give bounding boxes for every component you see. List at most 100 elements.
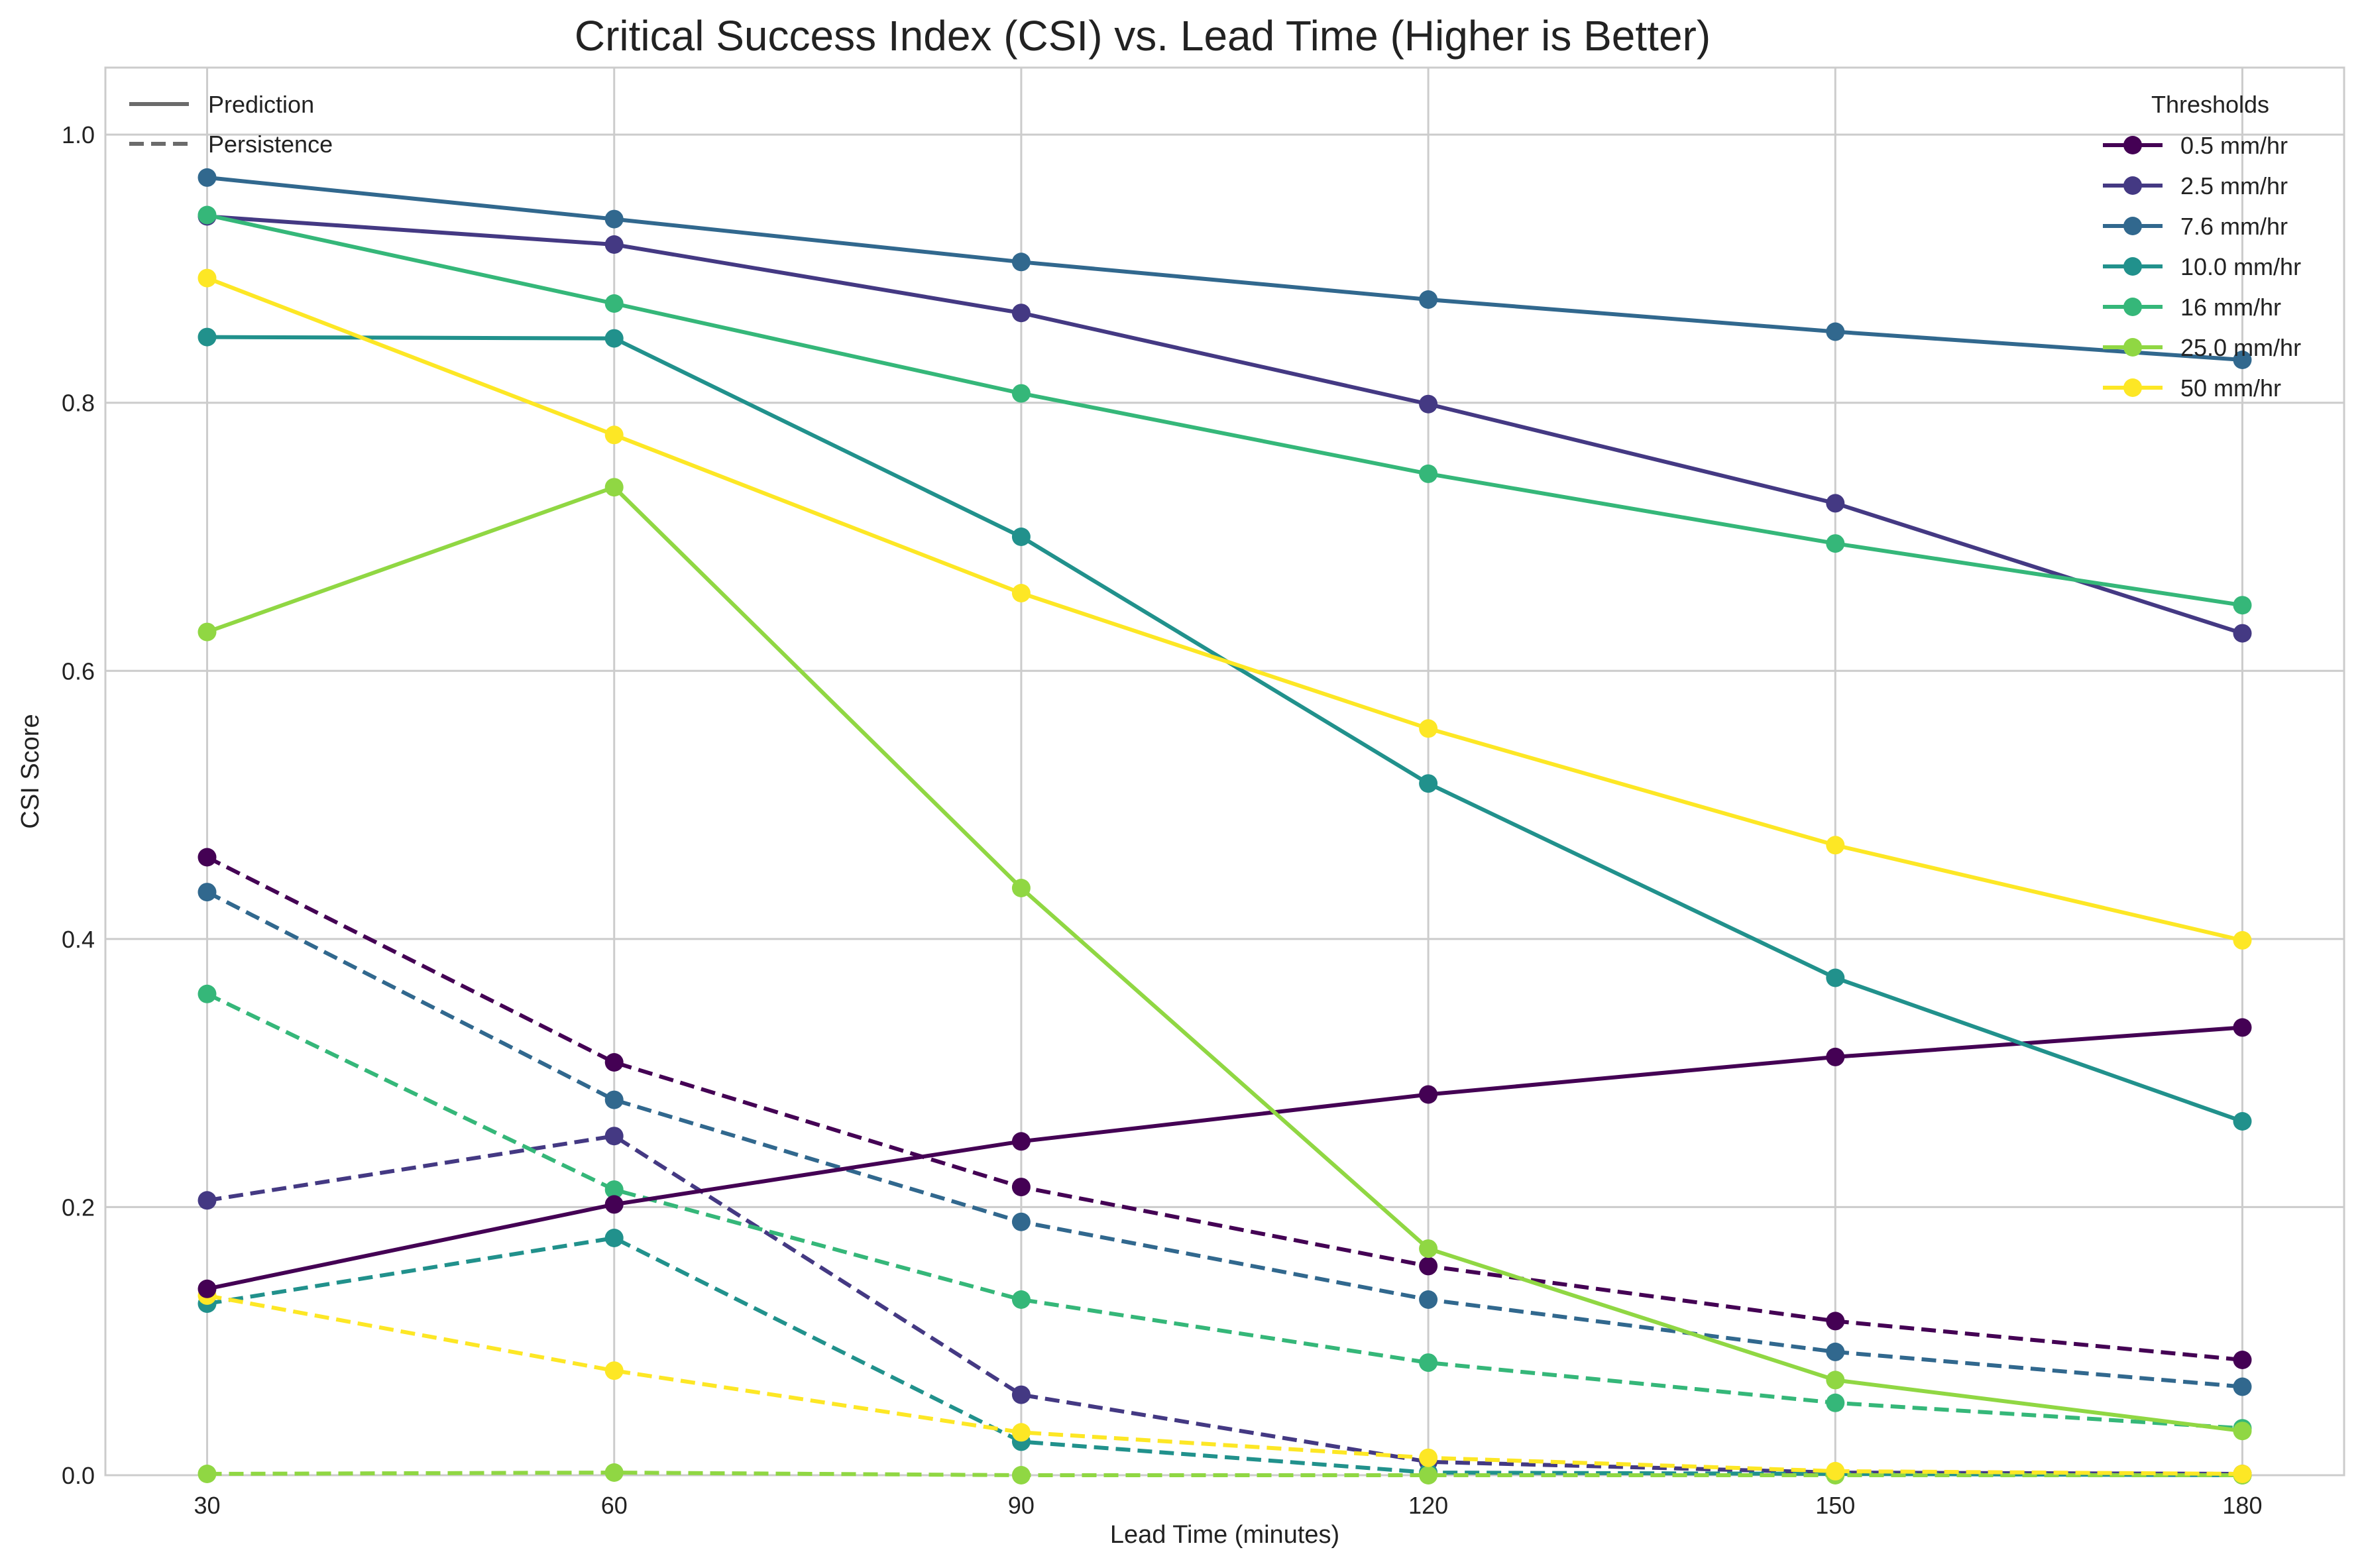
prediction-point [1011,1132,1031,1151]
prediction-line [207,335,2243,1123]
threshold-legend-label: 10.0 mm/hr [2180,253,2301,280]
persistence-line [206,1293,2243,1476]
persistence-point [2233,1465,2252,1483]
prediction-point [1826,494,1845,513]
persistence-point [1826,1342,1845,1361]
prediction-point [1419,394,1438,414]
prediction-point [1011,304,1031,323]
prediction-point [1826,836,1845,855]
persistence-point [604,1053,624,1072]
prediction-line [206,213,2243,608]
persistence-point [604,1127,624,1146]
persistence-point [1419,1257,1438,1276]
prediction-point [604,478,624,497]
threshold-legend-marker [2123,136,2142,154]
persistence-point [604,1463,624,1482]
prediction-line [206,276,2243,942]
persistence-point [1826,1461,1845,1481]
prediction-point [1011,584,1031,602]
prediction-point [604,235,624,254]
prediction-point [1011,528,1031,546]
threshold-legend-label: 50 mm/hr [2180,374,2281,402]
threshold-legend-label: 0.5 mm/hr [2180,132,2288,159]
prediction-point [2233,624,2252,643]
style-legend: Prediction Persistence [129,91,333,158]
persistence-point [197,1465,217,1483]
threshold-legend-marker [2123,257,2142,276]
persistence-line [207,1236,2243,1477]
series-lines [197,168,2252,1484]
prediction-point [1826,322,1845,341]
persistence-point [604,1180,624,1200]
y-tick-label: 1.0 [62,121,95,148]
persistence-line [207,1134,2243,1476]
prediction-point [2233,596,2252,615]
persistence-point [1011,1178,1031,1197]
x-tick-label: 60 [601,1492,628,1519]
persistence-point [1011,1466,1031,1484]
prediction-point [1826,534,1845,553]
persistence-point [2233,1351,2252,1369]
grid [105,68,2344,1477]
prediction-point [197,1279,217,1298]
prediction-line [206,485,2243,1433]
chart-title: Critical Success Index (CSI) vs. Lead Ti… [575,12,1711,60]
persistence-point [1419,1466,1438,1484]
prediction-point [1826,1371,1845,1390]
persistence-point [1826,1393,1845,1412]
threshold-legend-marker [2123,217,2142,235]
persistence-line [207,1471,2243,1477]
persistence-line [206,890,2243,1389]
threshold-legend-marker [2123,176,2142,195]
y-axis-label: CSI Score [17,714,44,828]
persistence-point [1419,1448,1438,1467]
x-tick-label: 30 [194,1492,221,1519]
threshold-legend-label: 7.6 mm/hr [2180,213,2288,240]
threshold-legend-title: Thresholds [2151,91,2269,118]
prediction-point [197,205,217,225]
persistence-point [1826,1312,1845,1331]
persistence-point [1011,1290,1031,1309]
prediction-point [2233,1018,2252,1037]
prediction-point [604,209,624,229]
persistence-point [197,984,217,1003]
prediction-point [604,329,624,348]
prediction-point [1419,464,1438,483]
prediction-point [197,622,217,642]
prediction-point [1419,290,1438,309]
axis-ticks: 30 60 90 120 150 180 0.0 0.2 0.4 0.6 0.8 1.0 [62,121,2263,1519]
prediction-line [206,1025,2243,1291]
prediction-point [1419,1239,1438,1259]
x-tick-label: 180 [2222,1492,2262,1519]
prediction-point [1011,384,1031,403]
prediction-point [1011,252,1031,272]
persistence-point [604,1229,624,1247]
persistence-line [206,855,2243,1362]
prediction-point [197,168,217,187]
plot-frame [104,66,2345,1477]
persistence-point [1011,1423,1031,1442]
y-tick-label: 0.8 [62,390,95,417]
threshold-legend-label: 16 mm/hr [2180,294,2281,321]
persistence-point [197,883,217,902]
prediction-point [2233,351,2252,369]
prediction-point [2233,1422,2252,1441]
persistence-point [1011,1212,1031,1231]
persistence-point [1419,1353,1438,1372]
threshold-legend-marker [2123,298,2142,316]
x-axis-label: Lead Time (minutes) [1110,1521,1339,1549]
threshold-legend: Thresholds 0.5 mm/hr 2.5 mm/hr 7.6 mm/hr 10… [2103,91,2301,402]
threshold-legend-marker [2123,338,2142,357]
threshold-legend-marker [2123,378,2142,397]
prediction-point [604,294,624,313]
prediction-point [1419,1085,1438,1104]
style-legend-label: Prediction [208,91,314,118]
y-tick-label: 0.0 [62,1462,95,1489]
persistence-point [1419,1290,1438,1309]
prediction-line [207,214,2243,636]
prediction-point [1419,774,1438,793]
persistence-point [1011,1385,1031,1404]
x-tick-label: 150 [1815,1492,1855,1519]
prediction-point [604,425,624,445]
